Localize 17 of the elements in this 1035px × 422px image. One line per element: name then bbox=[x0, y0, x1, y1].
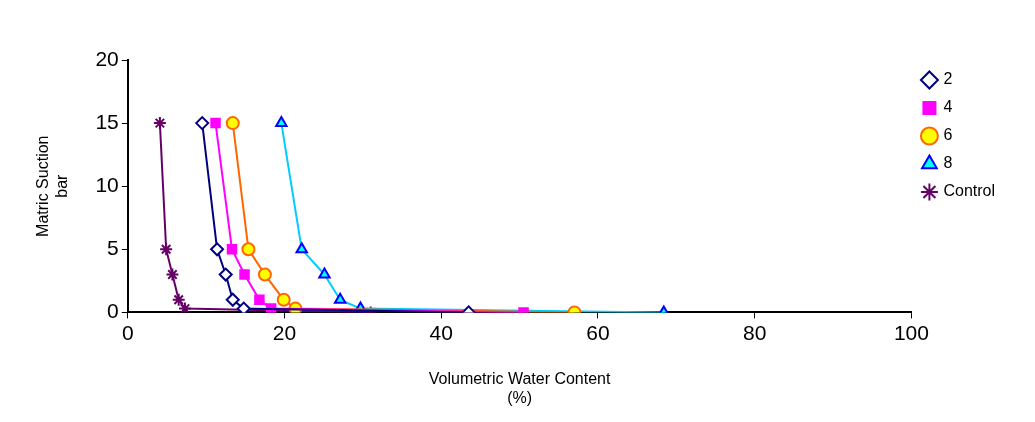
legend-label: 8 bbox=[943, 154, 953, 172]
x-tick-label: 40 bbox=[429, 320, 453, 344]
x-tick-label: 80 bbox=[743, 320, 767, 344]
y-tick-label: 20 bbox=[95, 46, 119, 70]
x-tick-label: 100 bbox=[893, 320, 929, 344]
legend-label: 6 bbox=[943, 126, 953, 144]
legend-label: 2 bbox=[943, 70, 953, 88]
y-tick-label: 5 bbox=[107, 236, 119, 260]
y-axis-title: Matric Suction bar bbox=[34, 135, 71, 237]
x-axis-title: Volumetric Water Content (%) bbox=[428, 369, 611, 406]
y-tick-label: 0 bbox=[107, 299, 119, 323]
x-tick-label: 60 bbox=[586, 320, 610, 344]
y-tick-label: 15 bbox=[95, 109, 119, 133]
legend-label: Control bbox=[943, 182, 995, 200]
x-tick-label: 20 bbox=[272, 320, 297, 344]
legend-label: 4 bbox=[943, 98, 953, 116]
y-tick-label: 10 bbox=[95, 173, 119, 196]
